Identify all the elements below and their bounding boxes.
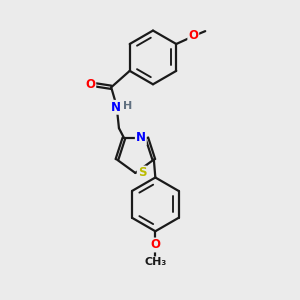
- Text: O: O: [85, 78, 95, 92]
- Text: N: N: [136, 131, 146, 144]
- Text: O: O: [188, 29, 198, 42]
- Text: H: H: [123, 101, 133, 111]
- Text: O: O: [150, 238, 160, 251]
- Text: CH₃: CH₃: [144, 257, 166, 267]
- Text: N: N: [111, 101, 121, 114]
- Text: S: S: [138, 167, 146, 179]
